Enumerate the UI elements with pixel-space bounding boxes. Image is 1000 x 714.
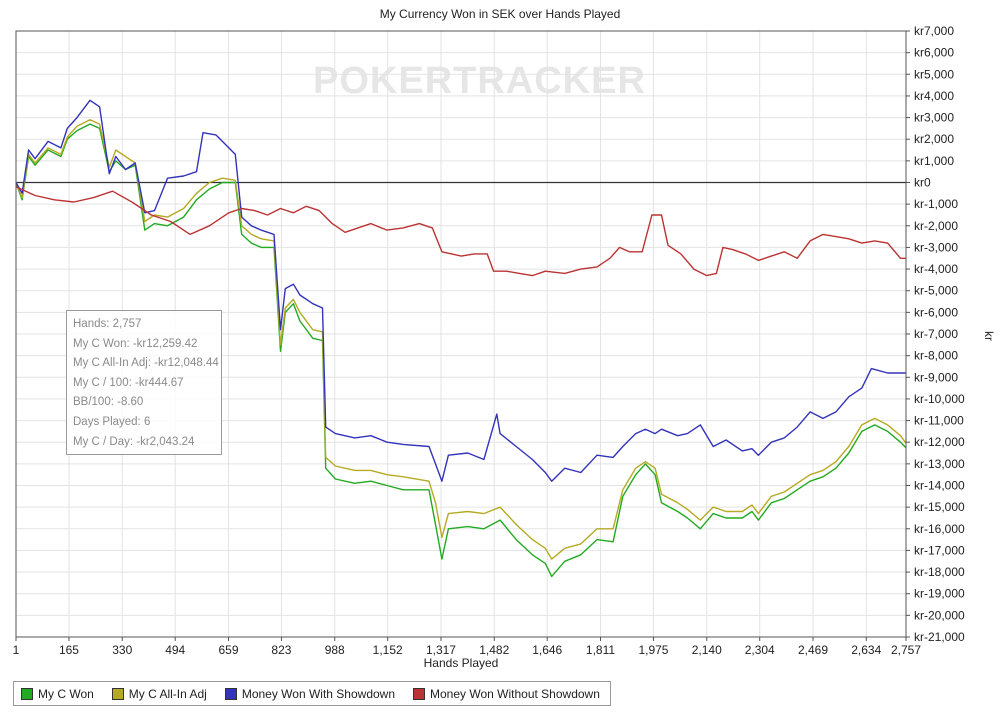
y-tick-label: kr-13,000	[914, 457, 965, 471]
stat-per-100: My C / 100: -kr444.67	[73, 376, 184, 389]
x-tick-label: 988	[325, 643, 345, 657]
x-tick-label: 330	[112, 643, 132, 657]
y-tick-label: kr-17,000	[914, 543, 965, 557]
y-tick-label: kr6,000	[914, 46, 954, 60]
y-tick-label: kr-12,000	[914, 435, 965, 449]
y-tick-label: kr-3,000	[914, 240, 958, 254]
x-tick-label: 494	[165, 643, 185, 657]
x-tick-label: 2,469	[798, 643, 828, 657]
y-tick-label: kr-20,000	[914, 608, 965, 622]
y-tick-label: kr-8,000	[914, 349, 958, 363]
x-tick-label: 1,317	[426, 643, 456, 657]
y-tick-label: kr-1,000	[914, 197, 958, 211]
legend-label: My C Won	[38, 686, 94, 701]
x-tick-label: 2,757	[891, 643, 921, 657]
y-tick-label: kr3,000	[914, 111, 954, 125]
y-tick-label: kr-5,000	[914, 284, 958, 298]
stat-per-day: My C / Day: -kr2,043.24	[73, 435, 195, 448]
chart-title: My Currency Won in SEK over Hands Played	[379, 7, 621, 21]
y-tick-labels: kr7,000 kr6,000 kr5,000 kr4,000 kr3,000 kr2,0…	[906, 24, 965, 644]
legend-label: Money Won Without Showdown	[430, 686, 600, 701]
x-tick-label: 823	[271, 643, 291, 657]
y-tick-label: kr-4,000	[914, 262, 958, 276]
stat-days: Days Played: 6	[73, 415, 151, 428]
x-tick-label: 1	[13, 643, 20, 657]
y-tick-label: kr-21,000	[914, 630, 965, 644]
legend: My C Won My C All-In Adj Money Won With Sh…	[13, 681, 611, 706]
y-tick-label: kr7,000	[914, 24, 954, 38]
x-tick-label: 659	[218, 643, 238, 657]
x-tick-label: 1,975	[638, 643, 668, 657]
x-tick-label: 2,304	[745, 643, 775, 657]
y-tick-label: kr1,000	[914, 154, 954, 168]
legend-swatch	[21, 687, 33, 700]
y-tick-label: kr-9,000	[914, 370, 958, 384]
y-tick-label: kr-19,000	[914, 587, 965, 601]
legend-item: My C All-In Adj	[111, 686, 207, 701]
legend-item: Money Won Without Showdown	[413, 687, 600, 701]
y-tick-label: kr-10,000	[914, 392, 965, 406]
x-axis-title: Hands Played	[424, 656, 499, 670]
stat-hands: Hands: 2,757	[73, 318, 142, 330]
x-tick-label: 2,634	[851, 643, 881, 657]
y-tick-label: kr-11,000	[914, 414, 964, 428]
x-tick-label: 165	[59, 643, 79, 657]
y-tick-label: kr4,000	[914, 89, 954, 103]
legend-item: My C Won	[21, 687, 94, 701]
series-line-money-won-without-showdown	[15, 186, 906, 277]
stat-bb-100: BB/100: -8.60	[73, 396, 144, 409]
pokertracker-watermark: POKERTRACKER	[313, 60, 646, 102]
y-tick-label: kr-6,000	[914, 305, 958, 319]
y-tick-label: kr-2,000	[914, 219, 958, 233]
y-tick-label: kr-18,000	[914, 565, 965, 579]
y-axis-title: kr	[982, 331, 996, 341]
x-tick-label: 1,152	[373, 643, 403, 657]
stat-won: My C Won: -kr12,259.42	[73, 337, 198, 350]
legend-swatch	[111, 687, 124, 700]
stat-allin-adj: My C All-In Adj: -kr12,048.44	[73, 357, 219, 370]
y-tick-label: kr-15,000	[914, 500, 965, 514]
x-tick-label: 2,140	[692, 643, 722, 657]
legend-label: My C All-In Adj	[128, 686, 207, 701]
y-tick-label: kr0	[914, 176, 931, 190]
x-tick-labels: 1 165 330 494 659 823 988 1,152 1,317 1,482 1,646 1…	[13, 637, 921, 657]
y-tick-label: kr-14,000	[914, 479, 965, 493]
x-tick-label: 1,646	[532, 643, 562, 657]
y-tick-label: kr-7,000	[914, 327, 958, 341]
x-tick-label: 1,482	[479, 643, 509, 657]
series-line-money-won-with-showdown	[15, 99, 906, 482]
legend-label: Money Won With Showdown	[241, 686, 396, 701]
legend-swatch	[413, 687, 426, 700]
y-tick-label: kr2,000	[914, 132, 954, 146]
legend-swatch	[224, 687, 237, 700]
series-line-my-c-won	[15, 123, 907, 578]
legend-item: Money Won With Showdown	[224, 686, 396, 701]
series-line-my-c-all-in-adj	[15, 119, 907, 560]
y-tick-label: kr-16,000	[914, 522, 965, 536]
stats-tooltip: Hands: 2,757 My C Won: -kr12,259.42 My C…	[66, 310, 222, 455]
series-lines	[15, 99, 907, 578]
y-tick-label: kr5,000	[914, 67, 954, 81]
x-tick-label: 1,811	[586, 643, 615, 657]
